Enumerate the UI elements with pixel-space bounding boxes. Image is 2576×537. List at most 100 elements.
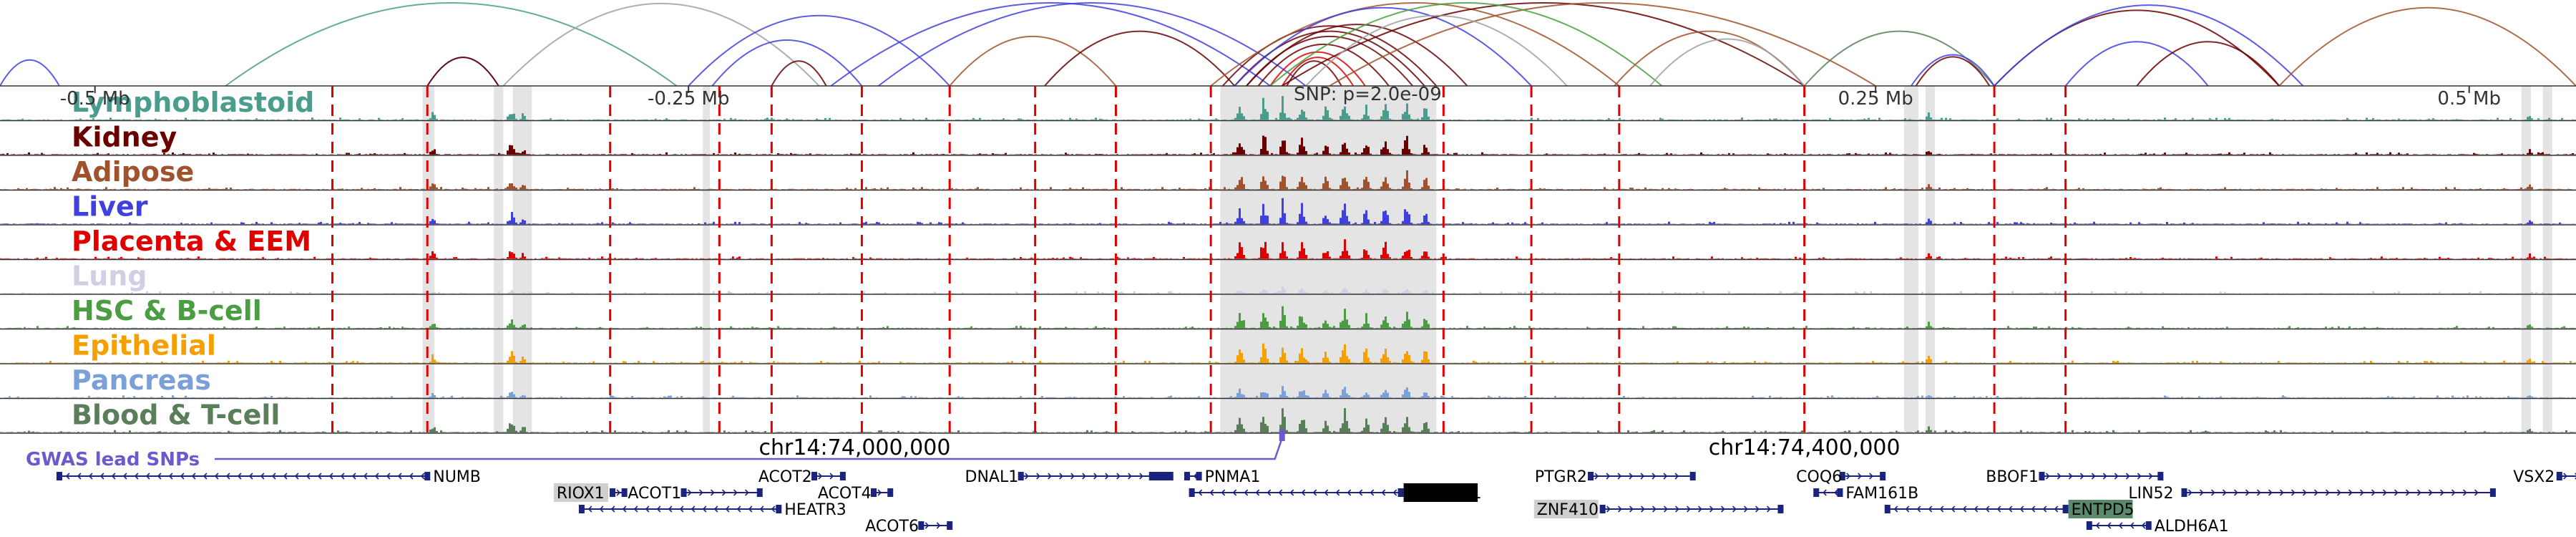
track-label-liver: Liver bbox=[72, 191, 148, 223]
strand-chevron bbox=[1267, 489, 1272, 496]
strand-chevron bbox=[733, 489, 738, 496]
strand-chevron bbox=[2439, 489, 2444, 496]
strand-chevron bbox=[2313, 489, 2318, 496]
strand-chevron bbox=[1370, 489, 1375, 496]
strand-chevron bbox=[1755, 505, 1760, 513]
gene-acot2: ACOT2 bbox=[758, 468, 846, 486]
track-label-pancreas: Pancreas bbox=[72, 364, 211, 396]
gene-exon-start bbox=[1599, 505, 1606, 513]
strand-chevron bbox=[1606, 473, 1611, 480]
gene-exon-end bbox=[2157, 472, 2164, 480]
arc-28 bbox=[1803, 30, 1995, 87]
strand-chevron bbox=[2141, 522, 2146, 529]
gene-label-elmsan1: ELMSAN1 bbox=[1407, 485, 1482, 503]
strand-chevron bbox=[122, 473, 127, 480]
strand-chevron bbox=[1289, 489, 1294, 496]
gene-track: NUMB RIOX1 ACOT1 HEATR3 ACOT2 ACOT4 ACOT6 DNAL1… bbox=[56, 468, 2576, 536]
strand-chevron bbox=[2042, 505, 2047, 513]
strand-chevron bbox=[829, 473, 834, 480]
gene-label-ptgr2: PTGR2 bbox=[1535, 468, 1587, 486]
strand-chevron bbox=[2336, 489, 2341, 496]
strand-chevron bbox=[2031, 505, 2036, 513]
strand-chevron bbox=[713, 505, 718, 513]
arc-0 bbox=[0, 59, 60, 87]
strand-chevron bbox=[1232, 489, 1237, 496]
strand-chevron bbox=[1629, 505, 1634, 513]
strand-chevron bbox=[2268, 489, 2273, 496]
strand-chevron bbox=[818, 473, 823, 480]
strand-chevron bbox=[1116, 473, 1121, 480]
chr-label-0: chr14:74,000,000 bbox=[759, 435, 951, 460]
strand-chevron bbox=[1381, 489, 1386, 496]
strand-chevron bbox=[2118, 522, 2123, 529]
strand-chevron bbox=[145, 473, 150, 480]
strand-chevron bbox=[1869, 473, 1873, 480]
strand-chevron bbox=[397, 473, 402, 480]
arc-23 bbox=[1329, 2, 1876, 87]
gene-exon-start bbox=[2039, 472, 2045, 480]
arc-24 bbox=[1269, 2, 1663, 87]
gene-exon-end bbox=[424, 472, 431, 480]
strand-chevron bbox=[2187, 489, 2192, 496]
track-label-epithelial: Epithelial bbox=[72, 330, 216, 362]
gwas-label: GWAS lead SNPs bbox=[26, 449, 200, 470]
strand-chevron bbox=[610, 505, 615, 513]
strand-chevron bbox=[1663, 473, 1668, 480]
strand-chevron bbox=[248, 473, 253, 480]
strand-chevron bbox=[1048, 473, 1052, 480]
strand-chevron bbox=[616, 489, 621, 496]
strand-chevron bbox=[633, 505, 638, 513]
strand-chevron bbox=[1996, 505, 2001, 513]
arc-10 bbox=[830, 2, 1271, 87]
strand-chevron bbox=[2302, 489, 2307, 496]
strand-chevron bbox=[1128, 473, 1132, 480]
strand-chevron bbox=[668, 505, 673, 513]
strand-chevron bbox=[2095, 522, 2100, 529]
strand-chevron bbox=[328, 473, 333, 480]
strand-chevron bbox=[702, 505, 707, 513]
gene-exon-start bbox=[1588, 472, 1594, 480]
strand-chevron bbox=[1358, 489, 1363, 496]
gene-label-acot1: ACOT1 bbox=[628, 485, 681, 503]
strand-chevron bbox=[2114, 473, 2119, 480]
strand-chevron bbox=[691, 505, 696, 513]
gene-exon-start bbox=[1884, 505, 1890, 513]
strand-chevron bbox=[645, 505, 650, 513]
gene-label-vsx2: VSX2 bbox=[2513, 468, 2555, 486]
strand-chevron bbox=[1221, 489, 1226, 496]
arc-4 bbox=[502, 2, 820, 87]
gene-exon-start bbox=[1184, 472, 1190, 480]
strand-chevron bbox=[2210, 489, 2215, 496]
strand-chevron bbox=[2371, 489, 2376, 496]
strand-chevron bbox=[134, 473, 139, 480]
arc-15 bbox=[1257, 44, 1390, 87]
strand-chevron bbox=[2057, 473, 2062, 480]
strand-chevron bbox=[1675, 505, 1679, 513]
strand-chevron bbox=[351, 473, 356, 480]
gene-label-pnma1: PNMA1 bbox=[1205, 468, 1261, 486]
interaction-arcs bbox=[0, 2, 2576, 87]
arc-3 bbox=[225, 2, 678, 87]
arc-34 bbox=[1994, 4, 2304, 87]
gene-acot1: ACOT1 bbox=[628, 485, 763, 503]
strand-chevron bbox=[1347, 489, 1352, 496]
strand-chevron bbox=[1916, 505, 1921, 513]
gwas-lead-snps: GWAS lead SNPs SNP: p=2.0e-09 bbox=[26, 84, 1442, 470]
strand-chevron bbox=[1312, 489, 1317, 496]
gene-entpd5: ENTPD5 bbox=[1884, 500, 2135, 519]
gene-exon-start bbox=[680, 488, 687, 497]
gene-label-dnal1: DNAL1 bbox=[965, 468, 1019, 486]
gene-label-box-11 bbox=[1533, 500, 1599, 518]
strand-chevron bbox=[1059, 473, 1063, 480]
gene-label-acot4: ACOT4 bbox=[818, 485, 872, 503]
strand-chevron bbox=[1594, 473, 1599, 480]
strand-chevron bbox=[759, 505, 764, 513]
strand-chevron bbox=[688, 489, 692, 496]
arc-17 bbox=[1281, 57, 1355, 87]
strand-chevron bbox=[2359, 489, 2364, 496]
strand-chevron bbox=[2416, 489, 2421, 496]
strand-chevron bbox=[374, 473, 379, 480]
gene-elmsan1: ELMSAN1 bbox=[1189, 483, 1482, 503]
strand-chevron bbox=[340, 473, 345, 480]
gene-exon-start bbox=[610, 488, 616, 497]
